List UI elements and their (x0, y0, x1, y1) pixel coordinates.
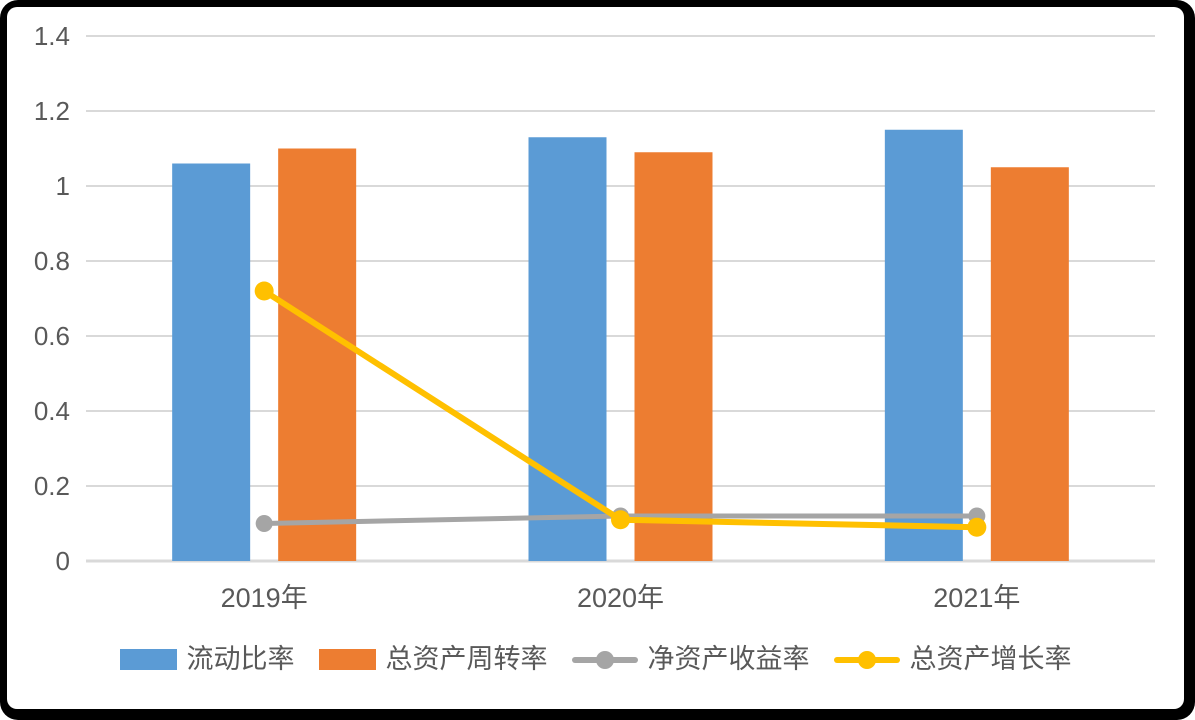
marker-总资产增长率-2021年 (967, 517, 987, 537)
combo-chart-plot: 0 0.2 0.4 0.6 0.8 1 1.2 1.4 2019年 2020年 2021年 (34, 21, 1155, 613)
x-category-label: 2021年 (933, 583, 1020, 613)
legend-label: 总资产增长率 (909, 644, 1072, 674)
legend-label: 总资产周转率 (385, 644, 548, 674)
y-tick-label: 0 (56, 546, 70, 576)
x-category-label: 2020年 (577, 583, 664, 613)
y-tick-label: 1 (56, 171, 70, 201)
y-tick-label: 0.6 (34, 321, 70, 351)
legend-item-total-asset-turnover: 总资产周转率 (318, 644, 548, 674)
legend-swatch-orange-bar (318, 649, 376, 670)
y-tick-label: 1.2 (34, 96, 70, 126)
bar-流动比率-2019年 (172, 163, 251, 561)
legend-item-current-ratio: 流动比率 (119, 644, 295, 674)
marker-总资产增长率-2020年 (611, 510, 630, 530)
bar-总资产周转率-2020年 (634, 152, 713, 561)
marker-总资产增长率-2019年 (254, 281, 274, 301)
legend-swatch-gray-line (571, 650, 638, 670)
chart-legend: 流动比率 总资产周转率 净资产收益率 (7, 646, 1184, 673)
y-tick-label: 1.4 (34, 21, 70, 51)
legend-label: 流动比率 (186, 644, 295, 674)
legend-item-total-asset-growth: 总资产增长率 (833, 644, 1072, 674)
bar-总资产周转率-2019年 (278, 148, 357, 561)
y-tick-label: 0.8 (34, 246, 70, 276)
legend-item-return-on-equity: 净资产收益率 (571, 644, 810, 674)
bar-流动比率-2020年 (528, 137, 607, 561)
legend-dot-icon (857, 650, 876, 669)
legend-dot-icon (595, 650, 614, 669)
y-tick-label: 0.4 (34, 396, 70, 426)
marker-净资产收益率-2019年 (255, 515, 273, 532)
chart-canvas: 0 0.2 0.4 0.6 0.8 1 1.2 1.4 2019年 2020年 2021年 流动比率… (7, 7, 1184, 709)
line-总资产增长率 (261, 288, 980, 531)
legend-swatch-blue-bar (119, 649, 177, 670)
bar-总资产周转率-2021年 (990, 167, 1069, 561)
legend-label: 净资产收益率 (647, 644, 810, 674)
x-category-label: 2019年 (221, 583, 308, 613)
legend-swatch-yellow-line (833, 650, 900, 670)
y-tick-label: 0.2 (34, 471, 70, 501)
bar-流动比率-2021年 (884, 129, 963, 561)
chart-layer: 0 0.2 0.4 0.6 0.8 1 1.2 1.4 2019年 2020年 2021年 流动比率… (7, 7, 1184, 709)
